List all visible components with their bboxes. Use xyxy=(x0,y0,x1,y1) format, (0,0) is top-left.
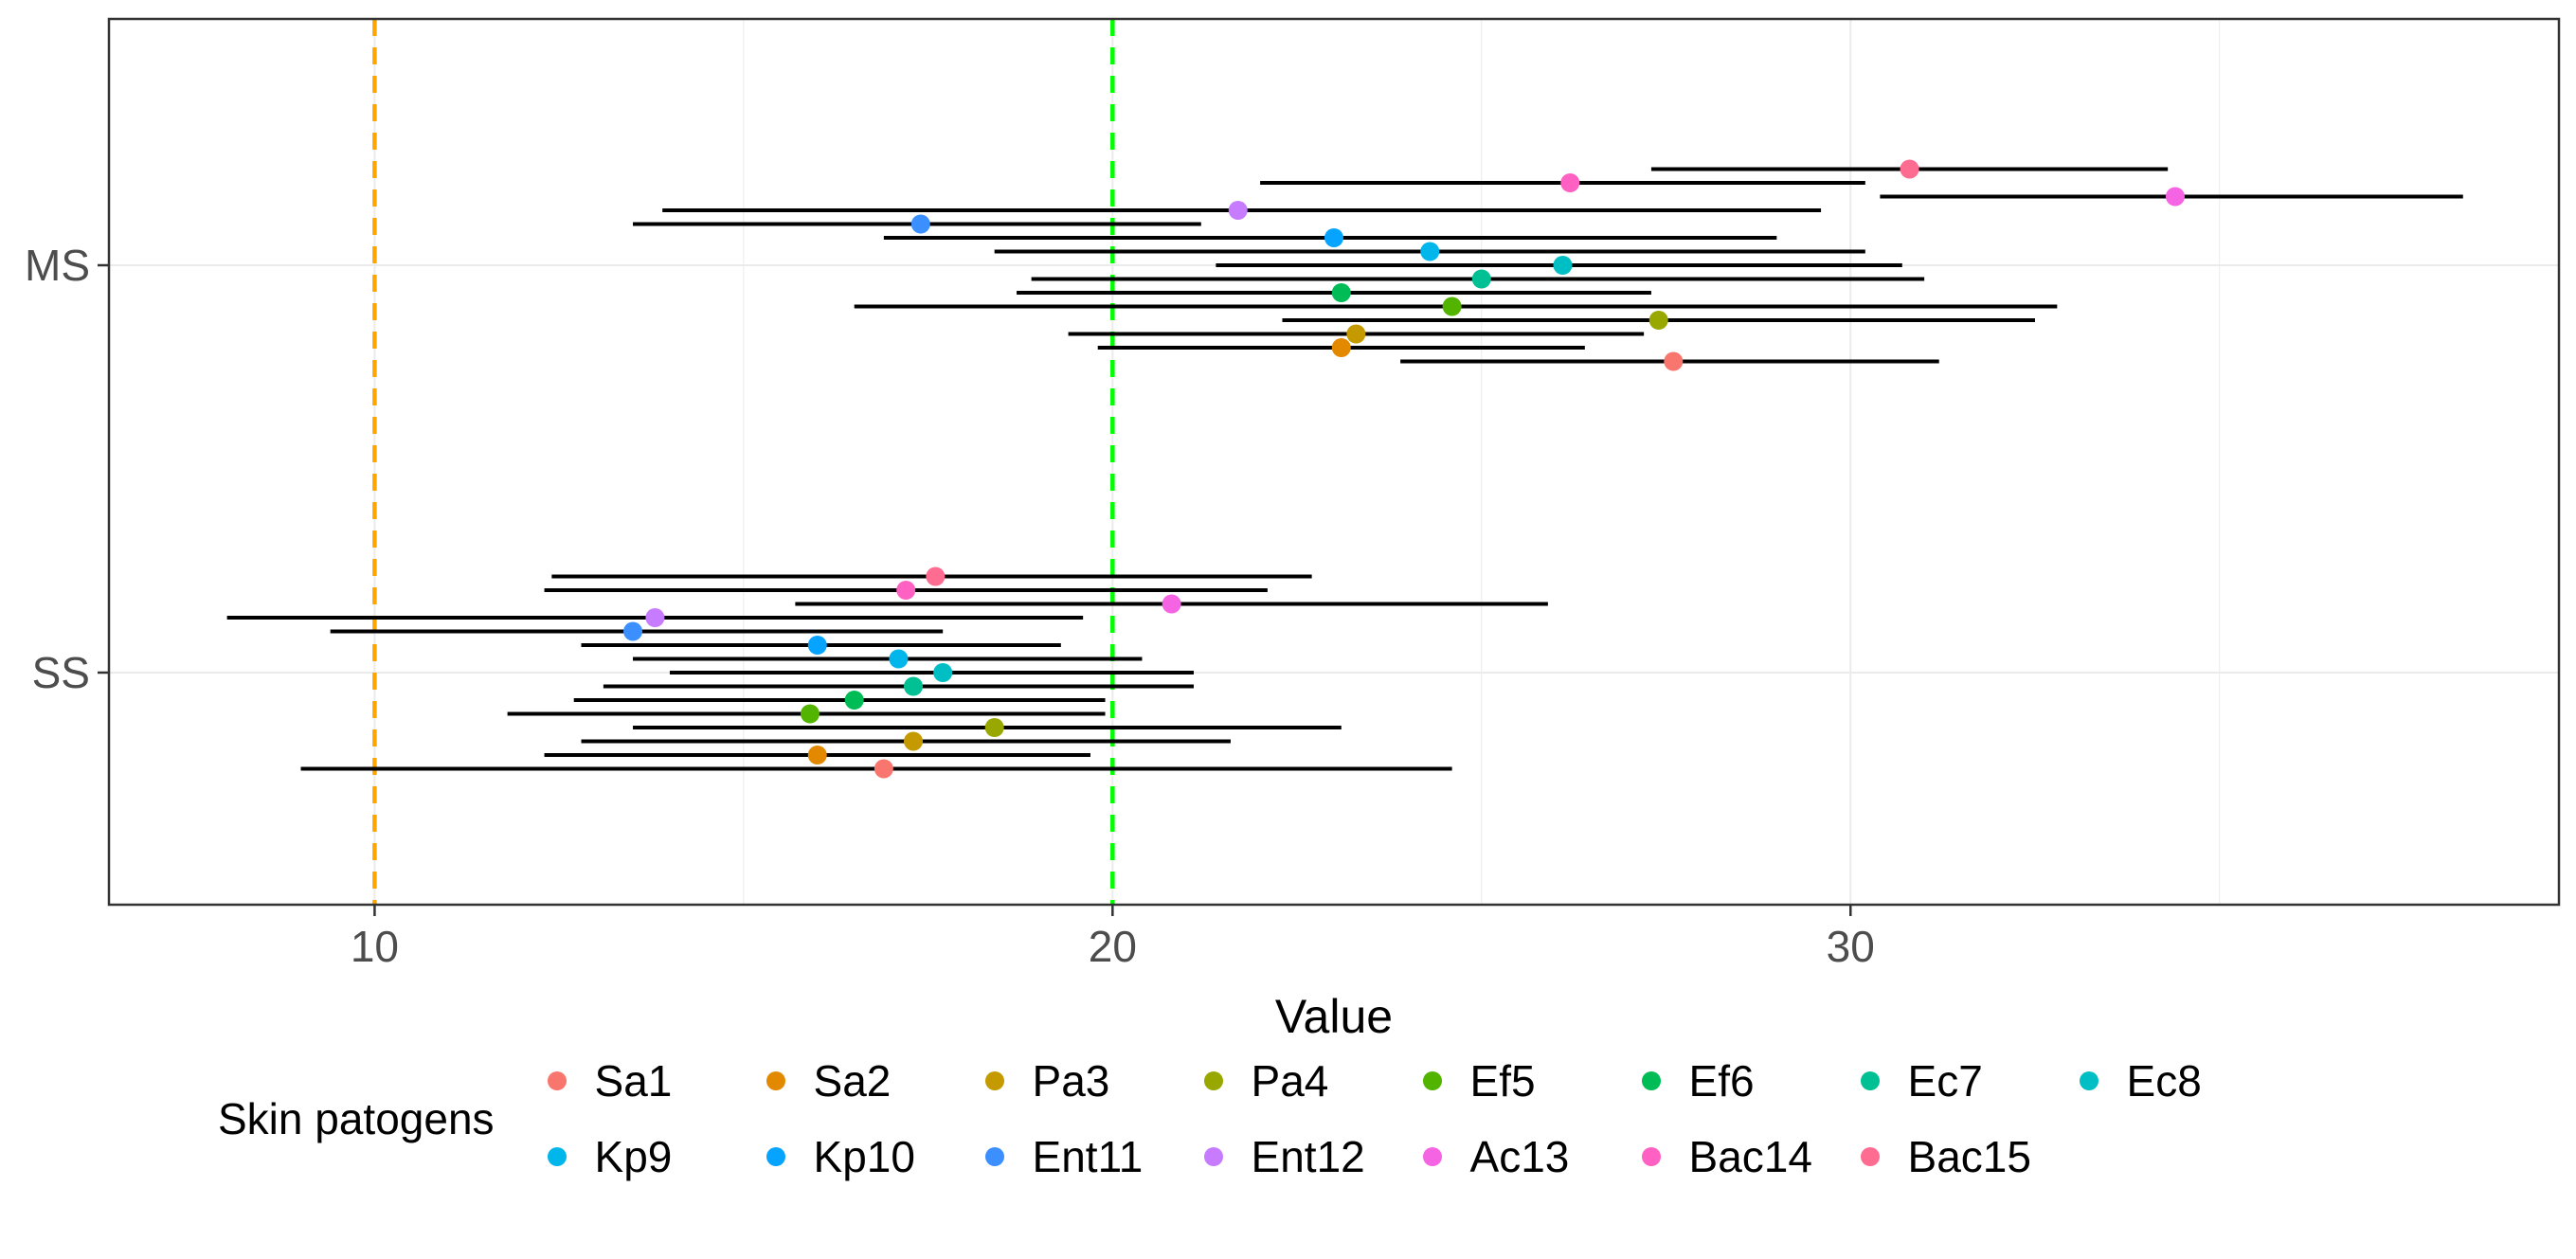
x-tick-label: 30 xyxy=(1827,922,1875,971)
legend-items: Sa1 Sa2 Pa3 Pa4 Ef5 Ef6 Ec7 Ec8 Kp9 Kp10 Ent11 Ent1… xyxy=(529,1052,2279,1186)
legend-key-dot xyxy=(1203,1147,1223,1166)
point-Kp10-SS xyxy=(807,636,827,655)
legend-label: Sa1 xyxy=(594,1056,673,1106)
legend-label: Ef5 xyxy=(1469,1056,1536,1106)
y-tick-label: MS xyxy=(25,241,90,290)
legend-item: Sa1 xyxy=(529,1052,748,1110)
point-Sa2-MS xyxy=(1331,338,1351,357)
x-tick-label: 20 xyxy=(1089,922,1137,971)
legend-item: Ef6 xyxy=(1623,1052,1842,1110)
point-Kp9-SS xyxy=(889,649,909,669)
legend: Skin patogens Sa1 Sa2 Pa3 Pa4 Ef5 Ef6 Ec7 Ec8 Kp… xyxy=(218,1052,2279,1186)
legend-item: Kp9 xyxy=(529,1127,748,1186)
legend-key-dot xyxy=(1203,1071,1223,1090)
point-Bac14-SS xyxy=(896,581,916,600)
legend-key-dot xyxy=(766,1147,785,1166)
point-Bac15-MS xyxy=(1900,159,1919,179)
point-Sa1-MS xyxy=(1664,351,1684,371)
legend-title: Skin patogens xyxy=(218,1094,495,1143)
point-Ec7-SS xyxy=(904,676,924,696)
legend-label: Sa2 xyxy=(813,1056,892,1106)
point-Ent12-SS xyxy=(645,608,665,627)
point-Ef5-SS xyxy=(800,704,820,724)
x-axis: 10 20 30 xyxy=(351,905,1875,971)
legend-item: Ent12 xyxy=(1185,1127,1404,1186)
point-Ac13-SS xyxy=(1162,594,1181,614)
legend-item: Ec7 xyxy=(1842,1052,2061,1110)
point-Bac15-SS xyxy=(926,567,946,586)
legend-key-dot xyxy=(766,1071,785,1090)
point-Ef5-MS xyxy=(1442,297,1462,316)
plot-panel-background xyxy=(109,19,2559,905)
legend-label: Bac14 xyxy=(1688,1132,1812,1181)
point-Pa4-SS xyxy=(984,718,1004,737)
legend-key-dot xyxy=(1641,1071,1661,1090)
point-Ac13-MS xyxy=(2165,187,2185,207)
point-Kp9-MS xyxy=(1420,242,1440,261)
legend-label: Ent11 xyxy=(1032,1132,1144,1181)
point-Sa2-SS xyxy=(807,746,827,764)
legend-label: Ef6 xyxy=(1688,1056,1755,1106)
legend-item: Kp10 xyxy=(748,1127,966,1186)
legend-label: Ec7 xyxy=(1907,1056,1983,1106)
legend-key-dot xyxy=(984,1071,1004,1090)
legend-item: Bac14 xyxy=(1623,1127,1842,1186)
plot-panel-border xyxy=(107,17,2561,907)
legend-label: Kp10 xyxy=(813,1132,915,1181)
legend-item: Ef5 xyxy=(1404,1052,1623,1110)
legend-item: Sa2 xyxy=(748,1052,966,1110)
legend-key-dot xyxy=(547,1071,567,1090)
reference-lines xyxy=(372,19,1115,905)
legend-item: Ent11 xyxy=(966,1127,1185,1186)
legend-item: Ec8 xyxy=(2061,1052,2279,1110)
legend-key-dot xyxy=(984,1147,1004,1166)
legend-label: Ec8 xyxy=(2126,1056,2202,1106)
point-Ec8-SS xyxy=(933,663,953,682)
point-Ent11-SS xyxy=(623,621,643,641)
legend-item: Pa3 xyxy=(966,1052,1185,1110)
legend-key-dot xyxy=(1422,1147,1442,1166)
point-Kp10-MS xyxy=(1324,228,1343,247)
point-Sa1-SS xyxy=(874,759,893,779)
legend-item: Bac15 xyxy=(1842,1127,2061,1186)
legend-key-dot xyxy=(1860,1147,1880,1166)
x-axis-title: Value xyxy=(1275,990,1393,1043)
legend-key-dot xyxy=(2079,1071,2099,1090)
legend-label: Ac13 xyxy=(1469,1132,1570,1181)
point-Ec8-MS xyxy=(1553,256,1573,275)
legend-key-dot xyxy=(1422,1071,1442,1090)
data-points xyxy=(623,159,2185,779)
x-tick-label: 10 xyxy=(351,922,399,971)
legend-label: Pa4 xyxy=(1251,1056,1329,1106)
y-axis: SS MS xyxy=(25,241,109,697)
legend-label: Bac15 xyxy=(1907,1132,2031,1181)
legend-key-dot xyxy=(1860,1071,1880,1090)
point-Pa3-MS xyxy=(1346,324,1366,344)
point-Ec7-MS xyxy=(1471,269,1491,289)
legend-label: Kp9 xyxy=(594,1132,673,1181)
point-Ef6-SS xyxy=(844,691,864,710)
point-Ent11-MS xyxy=(910,214,930,234)
legend-key-dot xyxy=(547,1147,567,1166)
legend-label: Pa3 xyxy=(1032,1056,1110,1106)
point-Ent12-MS xyxy=(1228,201,1248,220)
point-Pa4-MS xyxy=(1648,311,1668,330)
legend-item: Pa4 xyxy=(1185,1052,1404,1110)
legend-key-dot xyxy=(1641,1147,1661,1166)
legend-item: Ac13 xyxy=(1404,1127,1623,1186)
legend-label: Ent12 xyxy=(1251,1132,1365,1181)
point-Bac14-MS xyxy=(1560,173,1580,192)
point-Ef6-MS xyxy=(1331,283,1351,302)
point-Pa3-SS xyxy=(904,731,924,751)
y-tick-label: SS xyxy=(32,648,90,697)
